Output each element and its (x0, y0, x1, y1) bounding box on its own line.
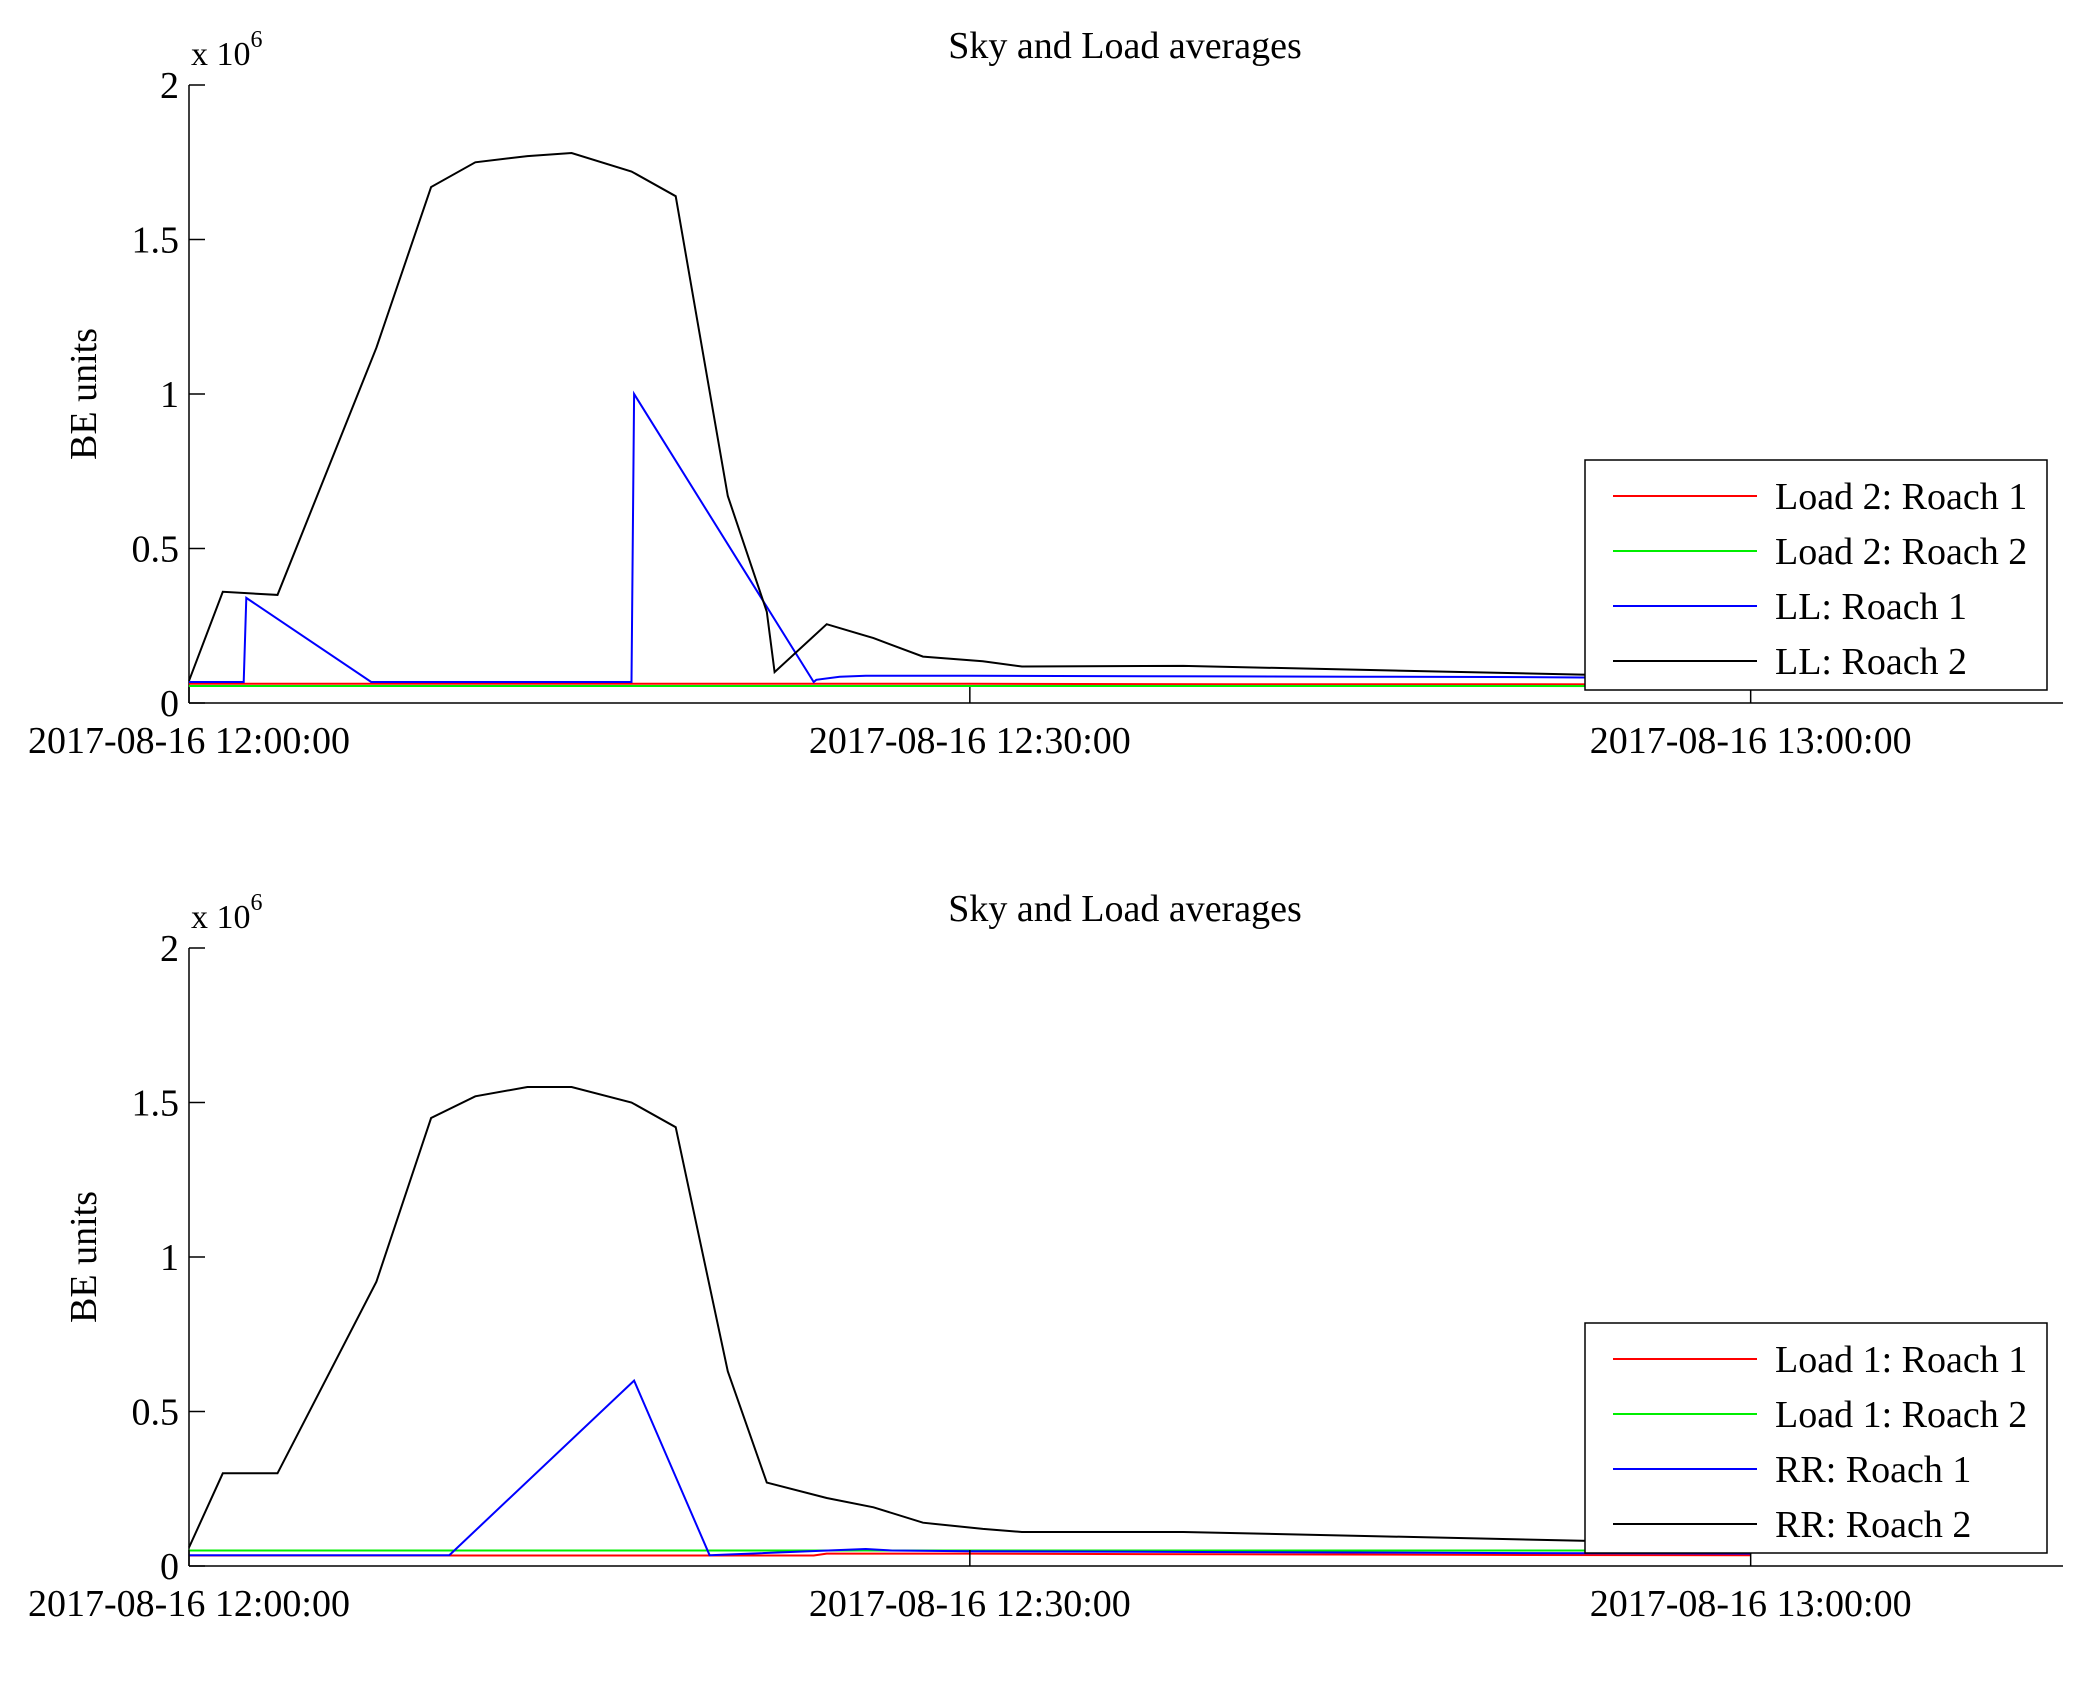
y-exponent-label: x 106 (191, 890, 263, 936)
y-tick-label: 0.5 (132, 1392, 180, 1434)
x-tick-label: 2017-08-16 12:30:00 (809, 1583, 1131, 1625)
y-axis-label: BE units (63, 1191, 105, 1323)
x-tick-label: 2017-08-16 13:00:00 (1590, 720, 1912, 762)
legend-box (1584, 1322, 2048, 1554)
x-tick-label: 2017-08-16 13:00:00 (1590, 1583, 1912, 1625)
legend: Load 2: Roach 1 Load 2: Roach 2 LL: Roach … (1584, 459, 2048, 691)
y-tick-label: 0 (160, 1546, 179, 1588)
legend: Load 1: Roach 1 Load 1: Roach 2 RR: Roach … (1584, 1322, 2048, 1554)
legend-entry: Load 1: Roach 1 (1775, 1339, 2027, 1381)
y-tick-label: 2 (160, 65, 179, 107)
x-tick-label: 2017-08-16 12:30:00 (809, 720, 1131, 762)
chart-title: Sky and Load averages (948, 25, 1302, 67)
legend-entry: Load 2: Roach 2 (1775, 531, 2027, 573)
legend-entry: Load 1: Roach 2 (1775, 1394, 2027, 1436)
y-tick-label: 2 (160, 928, 179, 970)
y-tick-label: 1.5 (132, 220, 180, 262)
legend-entry: RR: Roach 1 (1775, 1449, 1971, 1491)
x-tick-label: 2017-08-16 12:00:00 (28, 720, 350, 762)
series-line-3 (189, 1378, 1751, 1557)
legend-entry: RR: Roach 2 (1775, 1504, 1971, 1546)
y-tick-label: 1.5 (132, 1083, 180, 1125)
y-tick-label: 1 (160, 374, 179, 416)
y-axis-label: BE units (63, 328, 105, 460)
y-tick-label: 1 (160, 1237, 179, 1279)
y-exponent-label: x 106 (191, 27, 263, 73)
series-line-1 (189, 682, 1751, 686)
legend-box (1584, 459, 2048, 691)
y-tick-label: 0.5 (132, 529, 180, 571)
series-line-4 (188, 1086, 1751, 1548)
chart-title: Sky and Load averages (948, 888, 1302, 930)
series-line-3 (189, 390, 1751, 684)
x-tick-label: 2017-08-16 12:00:00 (28, 1583, 350, 1625)
legend-entry: Load 2: Roach 1 (1775, 476, 2027, 518)
y-tick-label: 0 (160, 683, 179, 725)
series-line-4 (188, 151, 1751, 682)
chart-panel-top: 0 0.5 1 1.5 2 2017-08-16 12:00:00 2017-08-16 1… (28, 25, 2063, 762)
chart-panel-bottom: 0 0.5 1 1.5 2 2017-08-16 12:00:00 2017-08-16 1… (28, 888, 2063, 1625)
legend-entry: LL: Roach 2 (1775, 641, 1967, 683)
legend-entry: LL: Roach 1 (1775, 586, 1967, 628)
